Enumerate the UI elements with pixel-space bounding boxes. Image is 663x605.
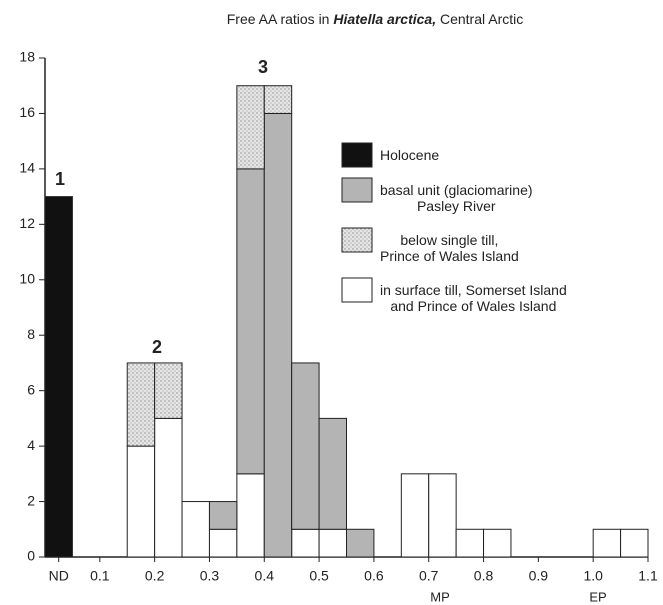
- bar-segment: [592, 528, 622, 558]
- x-tick-label: 0.8: [474, 568, 494, 584]
- y-tick-label: 8: [27, 326, 35, 342]
- bar-segment: [126, 445, 156, 558]
- bar-segment: [263, 112, 293, 558]
- bar-segment: [236, 168, 265, 475]
- x-tick-label: 0.9: [529, 568, 549, 584]
- x-tick-label: 0.7: [419, 568, 439, 584]
- bar-segment: [44, 196, 73, 558]
- bar-segment: [263, 85, 293, 114]
- annotation: MP: [430, 589, 450, 604]
- bar-segment: [154, 417, 183, 558]
- legend-label: in surface till, Somerset Island and Pri…: [380, 282, 567, 314]
- x-tick-label: 0.3: [200, 568, 220, 584]
- title-part: Hiatella arctica,: [333, 11, 436, 27]
- bar-segment: [181, 501, 210, 558]
- bar-segment: [208, 501, 238, 530]
- y-tick-label: 12: [19, 215, 35, 231]
- y-tick-label: 18: [19, 49, 35, 65]
- bar-segment: [154, 362, 183, 419]
- bar-segment: [236, 85, 265, 170]
- bar-segment: [346, 528, 375, 558]
- bar-segment: [620, 528, 649, 558]
- legend-swatch: [341, 177, 373, 203]
- title-part: Central Arctic: [436, 11, 523, 27]
- bar-segment: [400, 473, 430, 558]
- annotation: EP: [589, 589, 606, 604]
- bar-segment: [428, 473, 457, 558]
- bar-segment: [291, 528, 320, 558]
- legend-label: Holocene: [380, 147, 440, 163]
- bar-segment: [236, 473, 265, 558]
- x-tick-label: 0.6: [364, 568, 384, 584]
- bar-segment: [291, 362, 320, 530]
- annotation: 2: [152, 337, 162, 357]
- y-tick-label: 4: [27, 437, 35, 453]
- y-tick-label: 0: [27, 548, 35, 564]
- annotation: 1: [55, 169, 65, 189]
- title-part: Free AA ratios in: [227, 11, 334, 27]
- bar-segment: [126, 362, 156, 447]
- x-tick-label: 0.5: [309, 568, 329, 584]
- x-tick-label: 0.1: [90, 568, 110, 584]
- legend-label: below single till, Prince of Wales Islan…: [380, 232, 519, 264]
- legend-swatch: [341, 227, 373, 253]
- bar-segment: [455, 528, 485, 558]
- y-tick-label: 16: [19, 104, 35, 120]
- x-tick-label: 1.0: [583, 568, 603, 584]
- y-tick-label: 6: [27, 381, 35, 397]
- x-tick-label: 1.1: [638, 568, 658, 584]
- chart-title: Free AA ratios in Hiatella arctica, Cent…: [227, 11, 523, 27]
- legend-swatch: [341, 277, 373, 303]
- x-tick-label: ND: [49, 568, 69, 584]
- y-tick-label: 10: [19, 270, 35, 286]
- bar-segment: [318, 528, 348, 558]
- legend-label: basal unit (glaciomarine) Pasley River: [380, 182, 533, 214]
- bar-segment: [208, 528, 238, 558]
- annotation: 3: [258, 57, 268, 77]
- bar-segment: [483, 528, 512, 558]
- y-tick-label: 2: [27, 492, 35, 508]
- x-tick-label: 0.4: [255, 568, 275, 584]
- bar-segment: [318, 417, 348, 530]
- y-tick-label: 14: [19, 160, 35, 176]
- x-tick-label: 0.2: [145, 568, 165, 584]
- legend-swatch: [341, 142, 373, 168]
